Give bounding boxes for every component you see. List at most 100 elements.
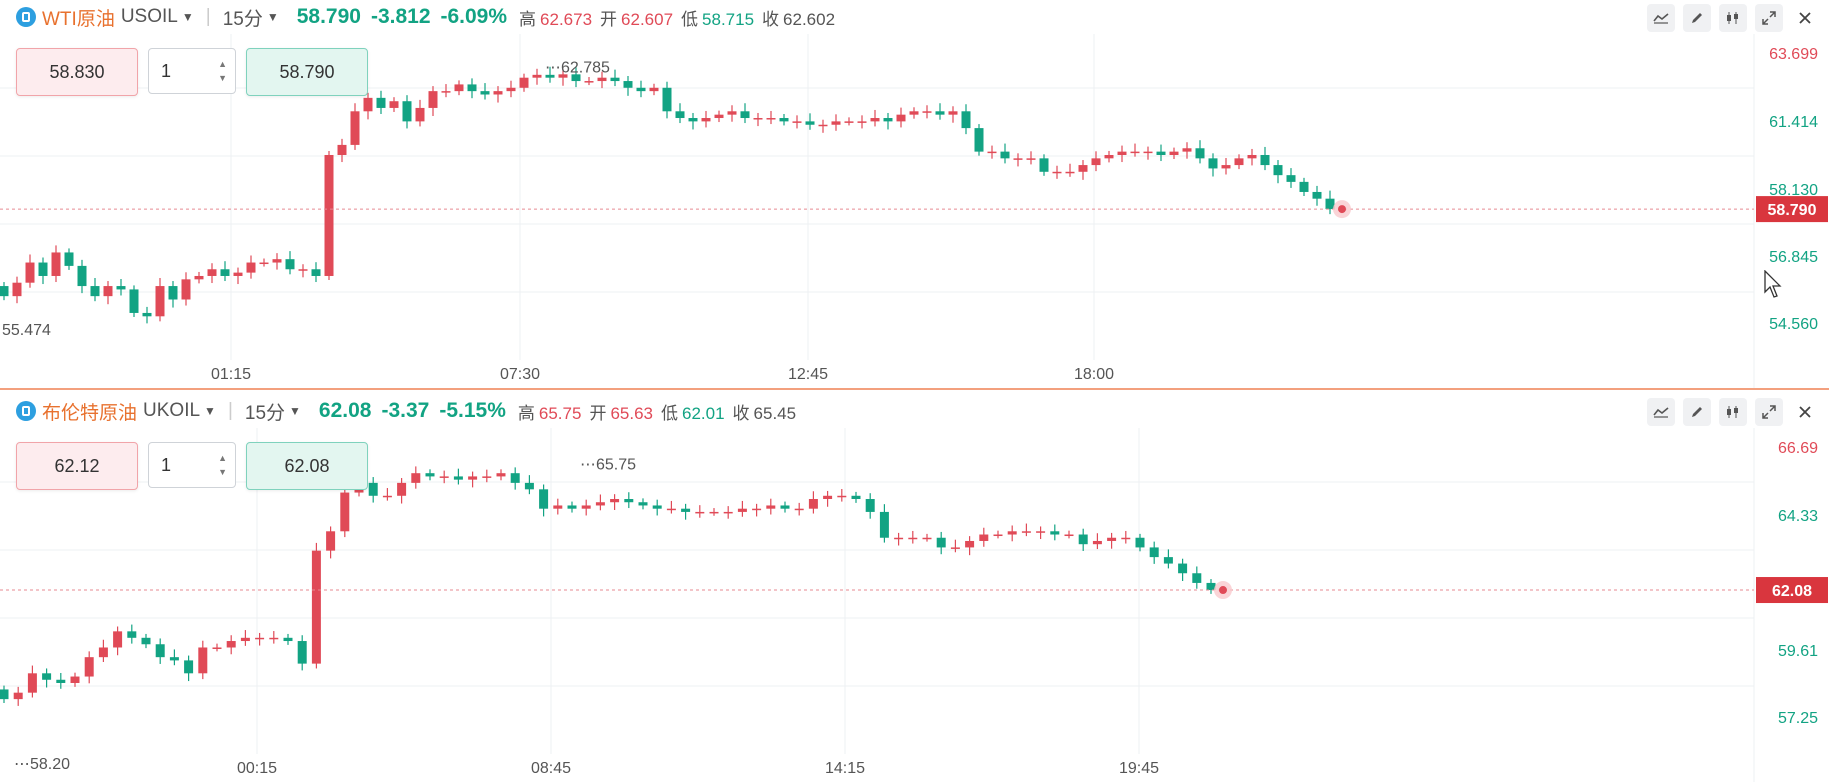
close-icon[interactable] — [1791, 4, 1819, 32]
candle-body — [987, 151, 997, 154]
indicator-icon[interactable] — [1647, 4, 1675, 32]
sell-button[interactable]: 58.830 — [16, 48, 138, 96]
candle-body — [857, 121, 867, 123]
candle — [1143, 146, 1153, 160]
candle-body — [780, 505, 790, 509]
candle — [701, 110, 711, 128]
buy-button[interactable]: 62.08 — [246, 442, 368, 490]
timeframe-dropdown-icon[interactable]: ▼ — [289, 404, 301, 418]
candle-body — [113, 631, 123, 648]
candle-body — [337, 144, 347, 155]
candle — [948, 106, 958, 123]
low-label: 低 — [660, 403, 678, 423]
candlestick-chart[interactable]: 01:15 07:30 12:45 18:00 63.699 61.414 58.130 56… — [0, 34, 1829, 388]
candle-body — [649, 87, 659, 92]
chart-panel-brent: 布伦特原油 UKOIL ▼ | 15分 ▼ 62.08 -3.37 -5.15%… — [0, 394, 1829, 782]
candle — [468, 471, 478, 488]
candle-body — [363, 97, 373, 112]
open-label: 开 — [589, 403, 607, 423]
close-icon[interactable] — [1791, 398, 1819, 426]
instrument-symbol[interactable]: UKOIL — [143, 400, 201, 421]
candle-body — [428, 91, 438, 108]
candle-body — [1325, 198, 1335, 210]
instrument-name[interactable]: 布伦特原油 — [42, 402, 138, 424]
candle-body — [506, 87, 516, 92]
candle — [411, 466, 421, 489]
candle-body — [141, 637, 151, 645]
candle-body — [1064, 534, 1074, 537]
candle — [77, 259, 87, 294]
candle — [311, 542, 321, 669]
candle-body — [1221, 165, 1231, 169]
candle-body — [662, 87, 672, 112]
ohlc-summary: 高 62.673 开 62.607 低 58.715 收 62.602 — [519, 5, 835, 30]
candle — [935, 103, 945, 120]
symbol-dropdown-icon[interactable]: ▼ — [204, 404, 216, 418]
candle — [752, 503, 762, 517]
quantity-stepper[interactable]: 1 ▲ ▼ — [148, 48, 236, 94]
instrument-symbol[interactable]: USOIL — [120, 6, 178, 27]
candle-body — [480, 91, 490, 95]
stepper-arrows-icon[interactable]: ▲ ▼ — [218, 59, 227, 83]
candle — [950, 539, 960, 553]
candle-style-icon[interactable] — [1719, 4, 1747, 32]
timeframe-dropdown-icon[interactable]: ▼ — [266, 10, 279, 24]
draw-pencil-icon[interactable] — [1683, 398, 1711, 426]
candle-body — [311, 269, 321, 276]
expand-icon[interactable] — [1755, 4, 1783, 32]
candle-body — [610, 499, 620, 503]
candle-body — [638, 502, 648, 506]
candle-body — [1121, 537, 1131, 540]
indicator-icon[interactable] — [1647, 398, 1675, 426]
buy-button[interactable]: 58.790 — [246, 48, 368, 96]
candle — [382, 488, 392, 501]
low-value: 58.715 — [702, 9, 755, 29]
draw-pencil-icon[interactable] — [1683, 4, 1711, 32]
candle — [0, 282, 9, 301]
candle-body — [84, 657, 94, 677]
candle-body — [441, 91, 451, 93]
candle-body — [727, 111, 737, 115]
candlestick-chart[interactable]: 00:1508:4514:1519:4566.6964.3361.9759.61… — [0, 428, 1829, 782]
open-value: 65.63 — [610, 403, 653, 423]
last-price-dot — [1219, 586, 1227, 595]
candle-body — [27, 673, 37, 693]
candle-body — [837, 495, 847, 498]
candle — [553, 498, 563, 515]
expand-icon[interactable] — [1755, 398, 1783, 426]
candle — [340, 485, 350, 538]
last-price: 62.08 — [318, 399, 372, 422]
candle — [1192, 566, 1202, 589]
min-price-label: ⋯58.20 — [14, 756, 70, 773]
stepper-arrows-icon[interactable]: ▲ ▼ — [218, 453, 227, 477]
candle-body — [198, 647, 208, 674]
candle-body — [709, 511, 719, 514]
instrument-name[interactable]: WTI原油 — [42, 8, 115, 30]
candle-body — [25, 262, 35, 283]
panel-header: WTI原油 USOIL ▼ | 15分 ▼ 58.790 -3.812 -6.0… — [0, 0, 1829, 34]
candle-body — [255, 637, 265, 640]
quantity-value[interactable]: 1 — [161, 60, 172, 81]
trade-widget: 58.830 1 ▲ ▼ 58.790 — [16, 48, 368, 96]
candle — [12, 276, 22, 304]
candle-body — [298, 269, 308, 271]
candle-body — [831, 121, 841, 125]
candle-style-icon[interactable] — [1719, 398, 1747, 426]
symbol-dropdown-icon[interactable]: ▼ — [181, 10, 194, 24]
candle-body — [714, 114, 724, 119]
candle-body — [168, 286, 178, 300]
timeframe-select[interactable]: 15分 — [222, 8, 263, 30]
last-price: 58.790 — [296, 5, 361, 28]
sell-button[interactable]: 62.12 — [16, 442, 138, 490]
candle — [688, 112, 698, 130]
quantity-stepper[interactable]: 1 ▲ ▼ — [148, 442, 236, 488]
candle-body — [701, 118, 711, 122]
candle — [1206, 579, 1216, 594]
candle-body — [397, 482, 407, 496]
candle — [207, 263, 217, 284]
timeframe-select[interactable]: 15分 — [244, 402, 286, 424]
candle-body — [1195, 148, 1205, 159]
candle-body — [1247, 154, 1257, 159]
quantity-value[interactable]: 1 — [161, 454, 172, 475]
candle — [851, 491, 861, 503]
